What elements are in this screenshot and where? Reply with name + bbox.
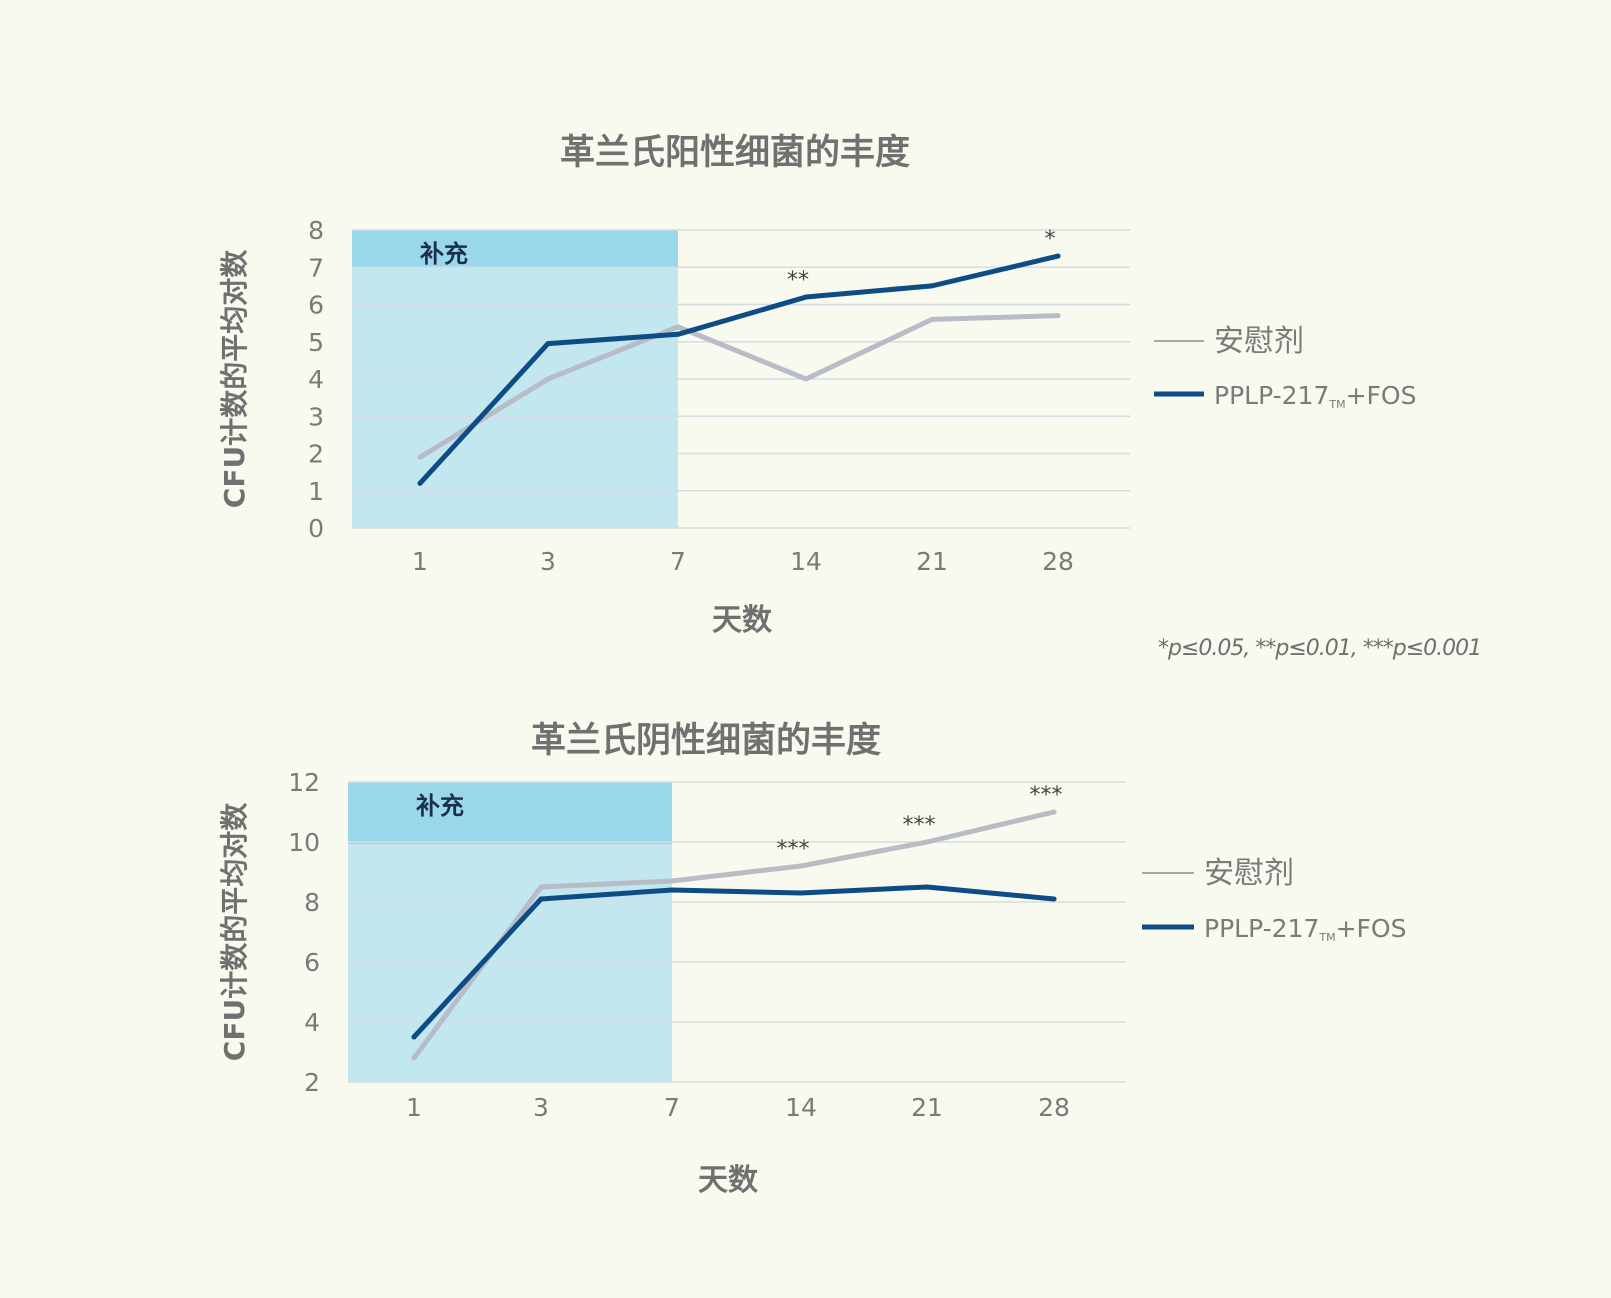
data-point	[924, 839, 930, 845]
x-tick-label: 28	[1038, 1093, 1070, 1122]
x-axis-label: 天数	[712, 603, 773, 638]
y-tick-label: 3	[308, 402, 324, 431]
legend-label-treatment: PPLP-217TM+FOS	[1204, 914, 1406, 944]
chart-2: 补充 2 4 6 8 10 12 1 3 7 14 21 28 *** *** *** 革兰氏阴性细菌的丰度天数…	[218, 721, 1406, 1198]
y-tick-label: 8	[308, 216, 324, 245]
data-point	[803, 376, 809, 382]
x-tick-label: 1	[412, 547, 428, 576]
data-point	[417, 454, 423, 460]
x-tick-label: 21	[916, 547, 948, 576]
data-point	[1055, 313, 1061, 319]
legend-label-suffix: +FOS	[1336, 914, 1407, 943]
y-tick-label: 0	[308, 514, 324, 543]
data-point	[1055, 253, 1061, 259]
x-tick-label: 1	[406, 1093, 422, 1122]
y-tick-label: 2	[308, 440, 324, 469]
significance-marker: ***	[777, 837, 810, 862]
x-tick-label: 7	[670, 547, 686, 576]
legend-label-suffix: +FOS	[1346, 381, 1417, 410]
significance-marker: *	[1045, 227, 1056, 252]
x-tick-label: 3	[540, 547, 556, 576]
supplement-label: 补充	[420, 240, 468, 268]
supplement-header	[348, 782, 672, 844]
significance-marker: **	[787, 268, 809, 293]
legend-label-placebo: 安慰剂	[1204, 856, 1294, 891]
x-tick-label: 21	[911, 1093, 943, 1122]
y-tick-label: 12	[288, 768, 320, 797]
legend: 安慰剂 PPLP-217TM+FOS	[1142, 856, 1406, 944]
series-line-placebo	[411, 809, 1057, 1061]
y-axis-label: CFU计数的平均对数	[218, 249, 251, 508]
data-point	[669, 878, 675, 884]
significance-marker: ***	[1030, 783, 1063, 808]
data-point	[1051, 809, 1057, 815]
legend: 安慰剂 PPLP-217TM+FOS	[1154, 324, 1416, 411]
legend-label-name: 安慰剂	[1214, 324, 1304, 359]
data-point	[417, 480, 423, 486]
x-tick-label: 14	[790, 547, 822, 576]
series-line-placebo	[417, 313, 1061, 460]
legend-label-placebo: 安慰剂	[1214, 324, 1304, 359]
y-tick-label: 6	[308, 291, 324, 320]
data-point	[675, 331, 681, 337]
legend-label-name: 安慰剂	[1204, 856, 1294, 891]
series-line-treatment	[417, 253, 1061, 486]
legend-label-name: PPLP-217	[1204, 914, 1319, 943]
data-point	[1051, 896, 1057, 902]
data-point	[411, 1055, 417, 1061]
y-tick-label: 4	[304, 1008, 320, 1037]
series-line-treatment	[411, 884, 1057, 1040]
legend-label-name: PPLP-217	[1214, 381, 1329, 410]
data-point	[929, 283, 935, 289]
data-point	[675, 324, 681, 330]
legend-label-treatment: PPLP-217TM+FOS	[1214, 381, 1416, 411]
y-tick-label: 4	[308, 365, 324, 394]
supplement-header	[352, 230, 678, 268]
data-point	[929, 316, 935, 322]
data-point	[545, 376, 551, 382]
significance-footnote: *p≤0.05, **p≤0.01, ***p≤0.001	[1158, 636, 1482, 661]
y-tick-label: 5	[308, 328, 324, 357]
data-point	[924, 884, 930, 890]
data-point	[538, 896, 544, 902]
y-tick-label: 7	[308, 253, 324, 282]
chart-title: 革兰氏阳性细菌的丰度	[560, 133, 910, 173]
data-point	[669, 887, 675, 893]
supplement-label: 补充	[416, 792, 464, 820]
legend-label-trademark: TM	[1318, 931, 1335, 944]
data-point	[411, 1034, 417, 1040]
chart-title: 革兰氏阴性细菌的丰度	[531, 721, 881, 761]
y-tick-label: 8	[304, 888, 320, 917]
significance-marker: ***	[903, 813, 936, 838]
data-point	[798, 863, 804, 869]
y-axis-label: CFU计数的平均对数	[218, 802, 251, 1061]
y-tick-label: 10	[288, 828, 320, 857]
y-tick-label: 6	[304, 948, 320, 977]
x-tick-label: 28	[1042, 547, 1074, 576]
x-tick-label: 7	[664, 1093, 680, 1122]
data-point	[803, 294, 809, 300]
y-tick-label: 2	[304, 1068, 320, 1097]
legend-label-trademark: TM	[1328, 398, 1345, 411]
y-tick-label: 1	[308, 477, 324, 506]
x-axis-label: 天数	[698, 1163, 759, 1198]
data-point	[538, 884, 544, 890]
data-point	[545, 341, 551, 347]
data-point	[798, 890, 804, 896]
x-tick-label: 14	[785, 1093, 817, 1122]
x-tick-label: 3	[533, 1093, 549, 1122]
